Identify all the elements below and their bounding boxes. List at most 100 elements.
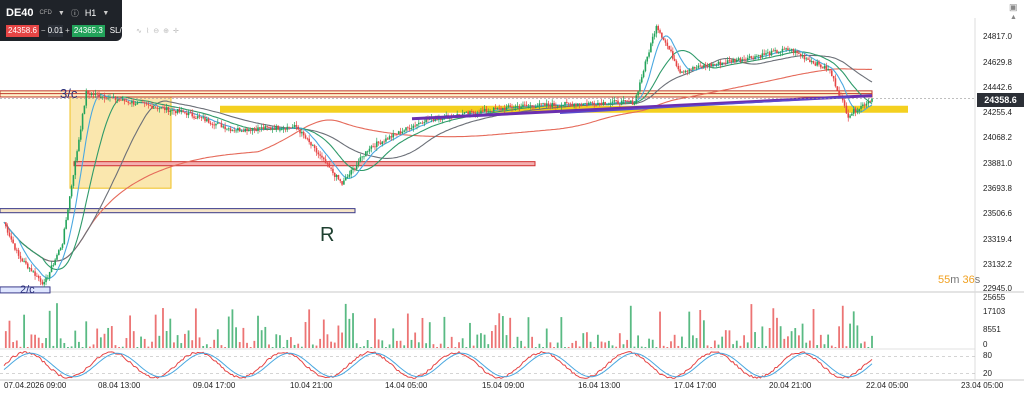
candle-body bbox=[788, 49, 791, 51]
candle-body bbox=[507, 105, 510, 107]
indicators-icon[interactable]: ⌇ bbox=[145, 27, 150, 35]
candle-body bbox=[196, 116, 199, 119]
volume-bar bbox=[644, 347, 647, 348]
candle-body bbox=[776, 50, 778, 54]
sltp-button[interactable]: SL/TP bbox=[109, 26, 132, 35]
volume-bar bbox=[319, 338, 322, 348]
candle-body bbox=[96, 93, 98, 95]
candle-body bbox=[217, 122, 219, 124]
oscillator-axis-label: 20 bbox=[983, 369, 992, 378]
purple-trendline-2 bbox=[559, 96, 851, 115]
candle-body bbox=[78, 139, 80, 152]
volume-bar bbox=[359, 347, 362, 348]
candle-body bbox=[401, 131, 404, 134]
volume-bar bbox=[735, 340, 738, 348]
candle-body bbox=[810, 61, 813, 63]
candle-body bbox=[348, 174, 351, 177]
candle-body bbox=[692, 67, 694, 70]
timeframe-dropdown-icon[interactable]: ▼ bbox=[102, 9, 110, 17]
candle-body bbox=[59, 247, 62, 251]
decrease-quantity-button[interactable]: − bbox=[40, 26, 46, 35]
candle-body bbox=[434, 118, 437, 121]
candle-body bbox=[301, 131, 303, 134]
candle-body bbox=[640, 77, 643, 83]
candle-body bbox=[675, 61, 678, 66]
annotation-2c[interactable]: 2/c bbox=[20, 284, 35, 296]
volume-bar bbox=[757, 347, 760, 348]
candle-body bbox=[799, 53, 802, 56]
candle-body bbox=[235, 130, 237, 132]
volume-bar bbox=[772, 308, 775, 348]
maximize-icon[interactable]: ▣ bbox=[1009, 2, 1018, 12]
volume-bar bbox=[326, 334, 329, 348]
annotation-3c[interactable]: 3/c bbox=[60, 86, 78, 101]
candle-body bbox=[670, 49, 672, 52]
volume-bar bbox=[447, 347, 449, 348]
candle-body bbox=[295, 125, 298, 127]
candle-body bbox=[421, 122, 424, 124]
candle-body bbox=[394, 133, 396, 135]
volume-bar bbox=[59, 338, 62, 348]
candle-body bbox=[558, 105, 561, 107]
candle-body bbox=[593, 103, 596, 105]
candle-body bbox=[513, 107, 515, 109]
zoom-in-icon[interactable]: ⊕ bbox=[163, 27, 170, 35]
candle-body bbox=[229, 128, 232, 132]
candle-body bbox=[248, 129, 250, 131]
zoom-out-icon[interactable]: ⊖ bbox=[153, 27, 160, 35]
candle-body bbox=[169, 110, 172, 113]
candle-body bbox=[852, 109, 855, 114]
volume-axis-label: 17103 bbox=[983, 307, 1006, 316]
price-axis-label: 24442.6 bbox=[983, 83, 1012, 92]
time-axis-label: 15.04 09:00 bbox=[482, 381, 525, 390]
candle-body bbox=[240, 130, 243, 132]
candle-body bbox=[65, 219, 67, 229]
candle-body bbox=[103, 96, 106, 99]
time-axis-label: 16.04 13:00 bbox=[578, 381, 621, 390]
candle-body bbox=[534, 107, 537, 109]
candle-body bbox=[575, 104, 577, 106]
candle-body bbox=[237, 128, 239, 131]
candle-body bbox=[790, 48, 793, 50]
symbol-dropdown-icon[interactable]: ▼ bbox=[57, 9, 65, 17]
candle-body bbox=[39, 278, 42, 282]
candle-body bbox=[856, 111, 859, 113]
candle-body bbox=[505, 106, 508, 110]
candle-body bbox=[359, 157, 362, 163]
sell-price-button[interactable]: 24358.6 bbox=[6, 24, 39, 37]
candle-body bbox=[257, 127, 259, 131]
collapse-icon[interactable]: ▲ bbox=[1010, 14, 1017, 21]
quantity-input[interactable]: 0.01 bbox=[47, 24, 64, 37]
timeframe-label[interactable]: H1 bbox=[84, 8, 97, 18]
info-icon[interactable]: ⓘ bbox=[70, 8, 79, 18]
volume-bar bbox=[180, 343, 183, 348]
candle-body bbox=[233, 130, 236, 132]
candle-body bbox=[288, 126, 290, 128]
candle-body bbox=[492, 107, 495, 112]
candle-body bbox=[213, 124, 215, 126]
volume-bar bbox=[801, 323, 804, 348]
candle-body bbox=[109, 96, 111, 98]
candle-body bbox=[626, 100, 628, 102]
candle-body bbox=[68, 196, 71, 210]
candle-body bbox=[118, 99, 120, 101]
chart-type-icon[interactable]: ∿ bbox=[136, 27, 142, 35]
volume-axis-label: 8551 bbox=[983, 325, 1001, 334]
candle-body bbox=[838, 90, 840, 96]
annotation-r[interactable]: R bbox=[320, 224, 335, 246]
candle-body bbox=[58, 250, 60, 255]
buy-price-button[interactable]: 24365.3 bbox=[71, 24, 105, 37]
volume-bar bbox=[596, 334, 599, 348]
volume-bar bbox=[286, 339, 289, 348]
ma-200-line bbox=[3, 68, 873, 262]
crosshair-icon[interactable]: ✛ bbox=[173, 27, 179, 35]
candle-body bbox=[783, 48, 786, 50]
candle-body bbox=[642, 71, 645, 78]
volume-bar bbox=[450, 336, 453, 348]
volume-bar bbox=[798, 335, 800, 348]
increase-quantity-button[interactable]: + bbox=[65, 26, 70, 35]
candle-body bbox=[851, 113, 853, 116]
candle-body bbox=[748, 56, 751, 58]
symbol-label[interactable]: DE40 bbox=[6, 7, 34, 19]
